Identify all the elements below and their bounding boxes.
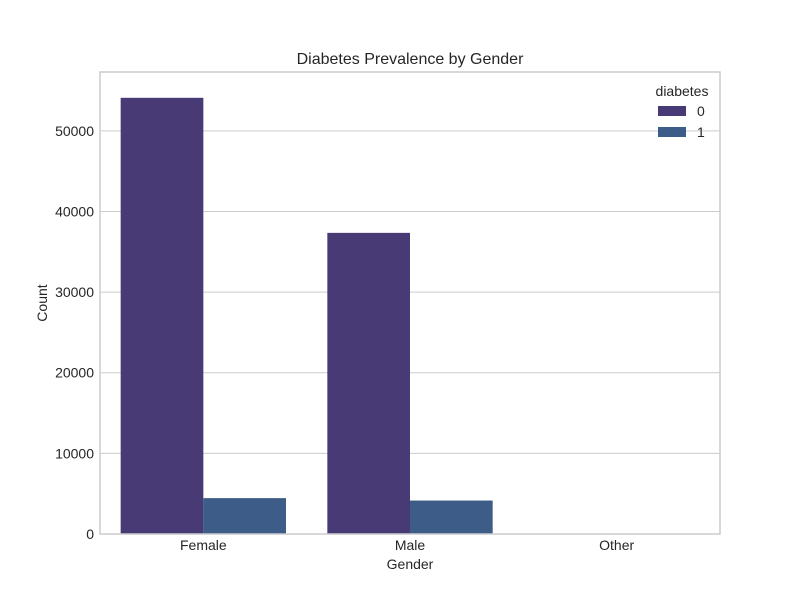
bar-male-series-1 (410, 500, 493, 534)
x-tick-label: Female (180, 537, 227, 553)
x-axis-label: Gender (387, 556, 434, 572)
bars (120, 97, 617, 535)
bar-male-series-0 (327, 232, 410, 535)
bar-female-series-1 (203, 498, 286, 534)
chart-title: Diabetes Prevalence by Gender (297, 51, 524, 68)
x-tick-label: Male (395, 537, 426, 553)
y-tick-label: 40000 (55, 203, 94, 219)
bar-female-series-0 (120, 97, 204, 534)
legend-title: diabetes (656, 83, 709, 99)
legend-label-1: 1 (697, 124, 705, 140)
y-axis-label: Count (34, 284, 50, 321)
plot-frame (99, 71, 721, 535)
legend: diabetes 0 1 (656, 83, 709, 140)
legend-swatch-0 (658, 106, 686, 116)
y-tick-label: 20000 (55, 365, 94, 381)
y-tick-label: 50000 (55, 123, 94, 139)
x-tick-label: Other (599, 537, 634, 553)
y-tick-label: 10000 (55, 445, 94, 461)
legend-label-0: 0 (697, 103, 705, 119)
y-tick-label: 30000 (55, 284, 94, 300)
x-axis-ticks: Female Male Other (180, 537, 635, 553)
y-tick-label: 0 (86, 526, 94, 542)
legend-swatch-1 (658, 127, 686, 137)
y-axis-ticks: 0 10000 20000 30000 40000 50000 (55, 123, 94, 542)
